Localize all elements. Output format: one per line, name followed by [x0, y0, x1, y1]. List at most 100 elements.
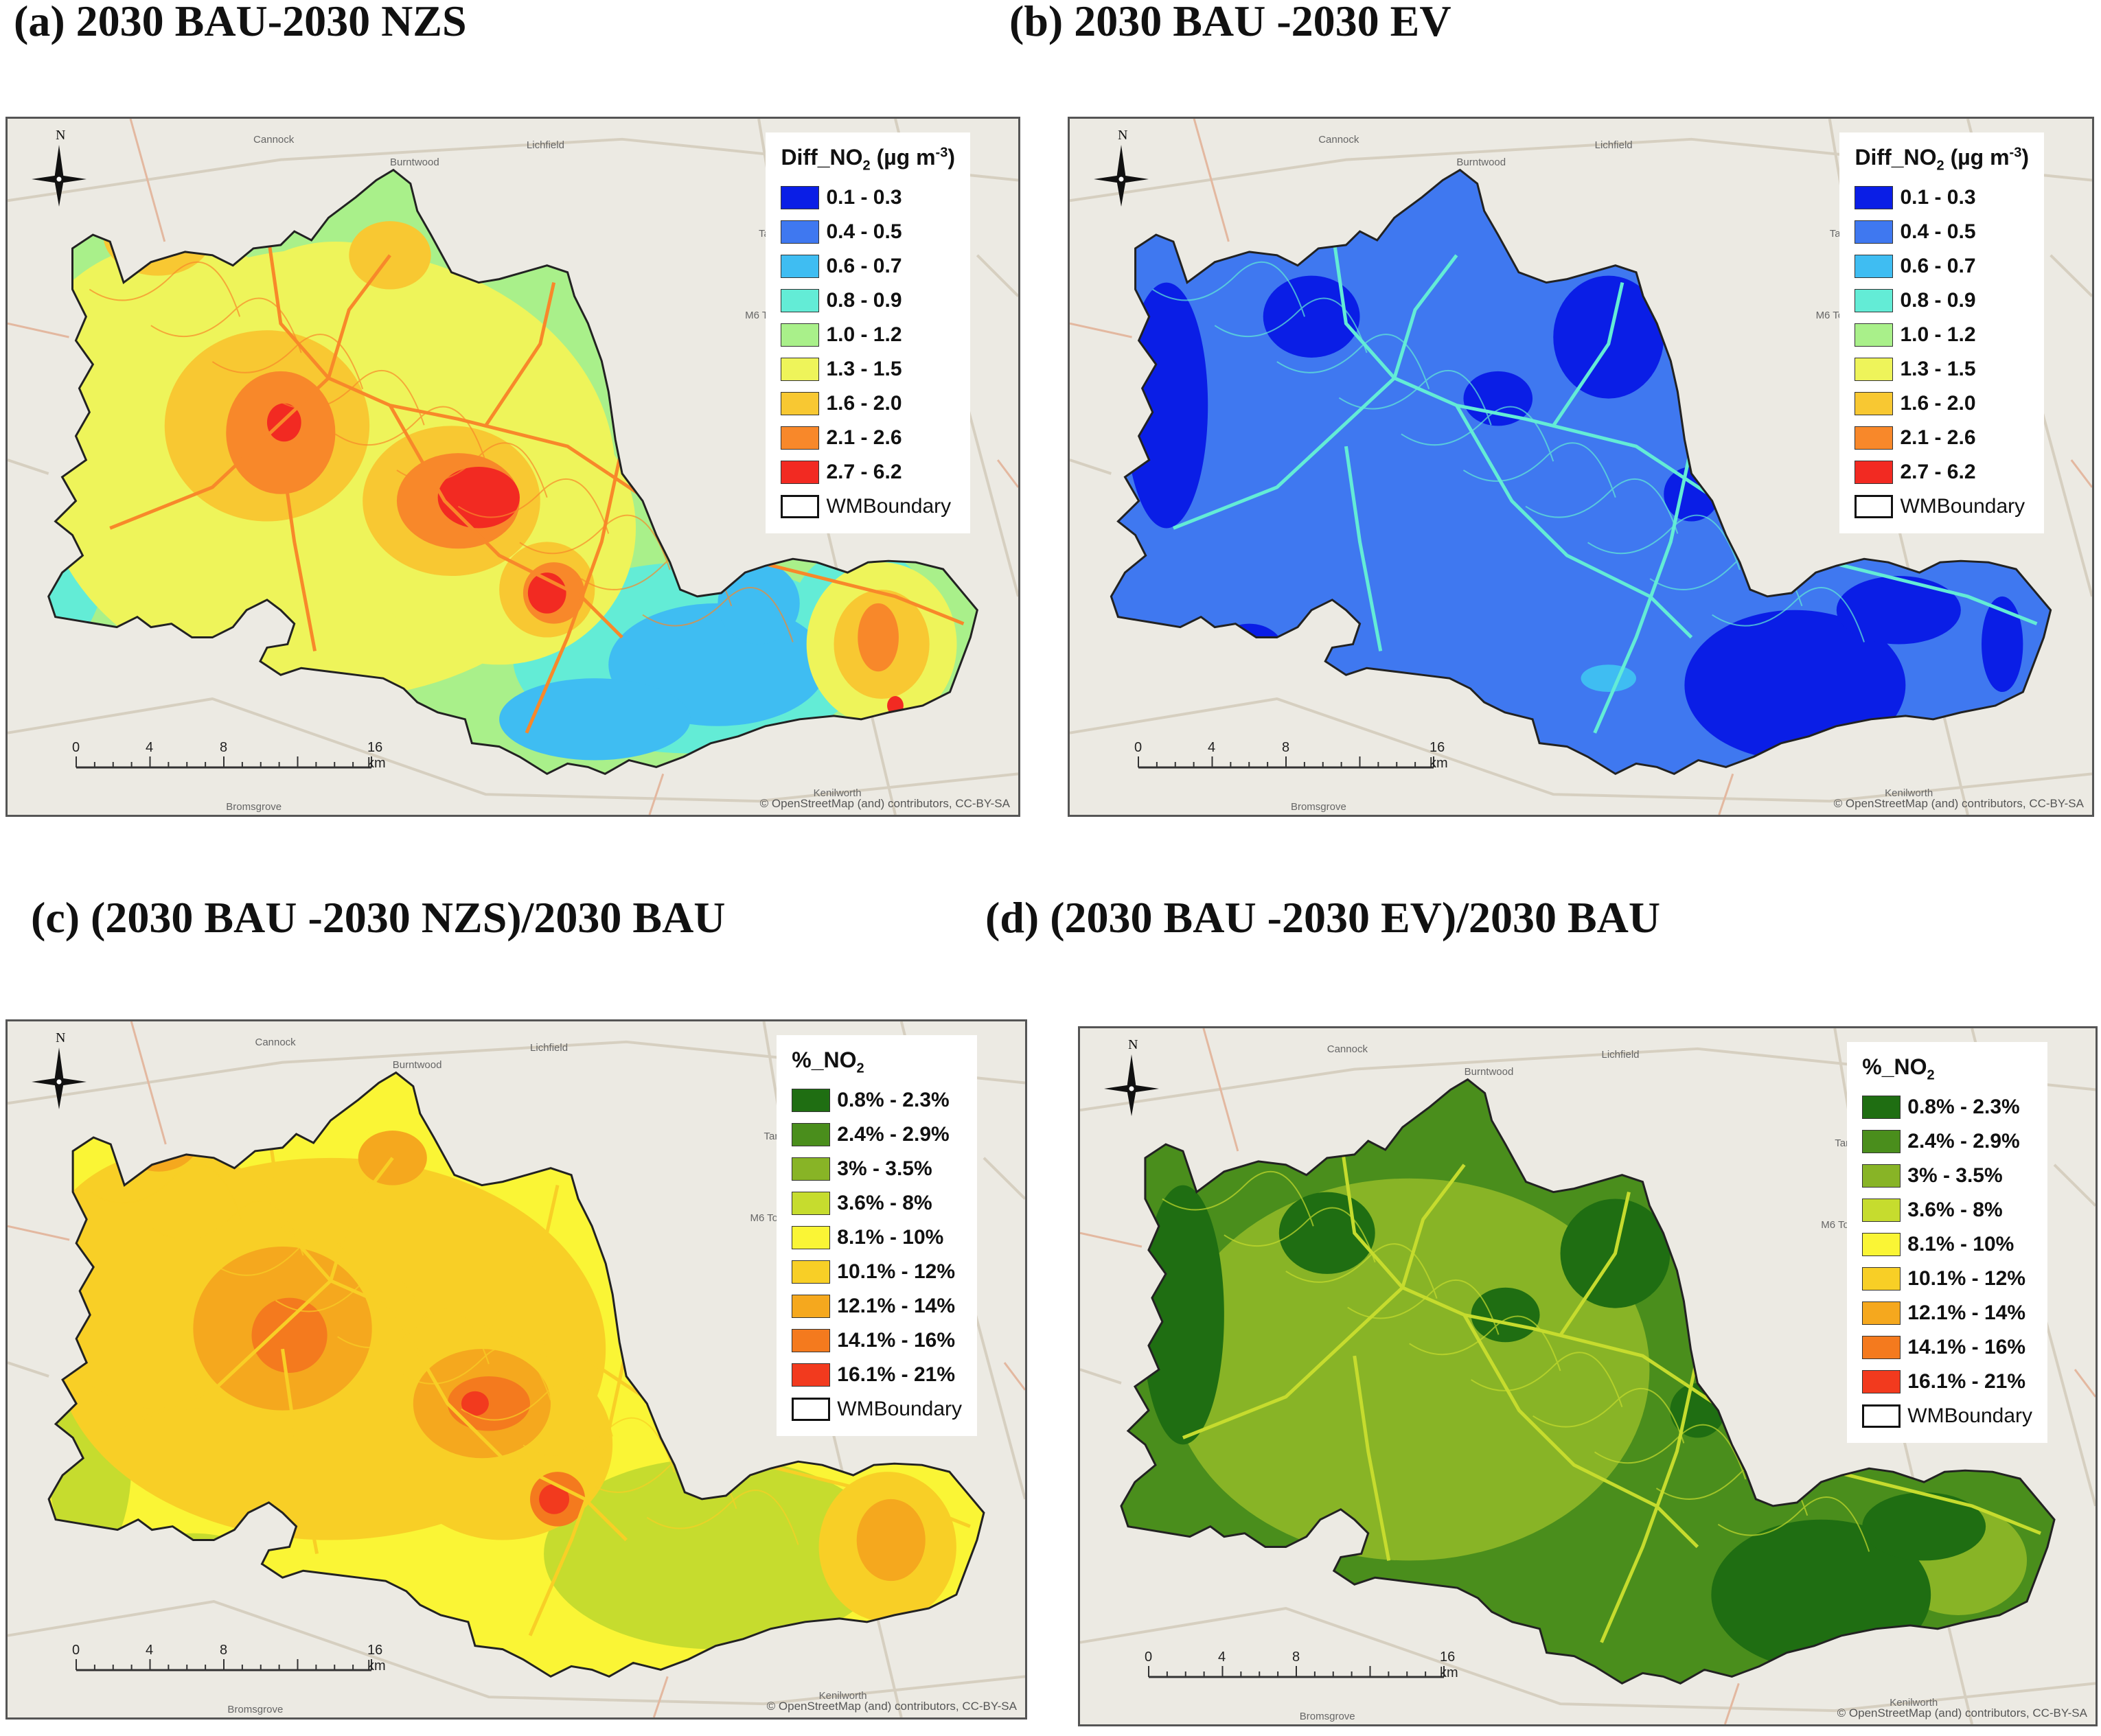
place-label-burntwood: Burntwood — [389, 156, 439, 168]
legend-swatch — [792, 1157, 831, 1181]
no2-surface — [1121, 1079, 2055, 1684]
legend-item-boundary: WMBoundary — [1855, 489, 2029, 524]
legend-swatch — [1855, 495, 1894, 519]
legend-item: 0.8% - 2.3% — [1862, 1090, 2032, 1124]
legend-item: 16.1% - 21% — [792, 1358, 962, 1392]
place-label-cannock: Cannock — [255, 1036, 296, 1048]
map-panel-d[interactable]: CannockBurntwoodLichfieldTamworthM6 Toll… — [1078, 1026, 2098, 1726]
legend-swatch — [1862, 1199, 1901, 1223]
legend-label: 1.0 - 1.2 — [1900, 323, 1976, 347]
no2-surface — [49, 1072, 984, 1677]
place-label-kenilworth: Kenilworth — [1890, 1697, 1938, 1709]
legend-label: 3% - 3.5% — [837, 1157, 932, 1181]
legend-label: 2.7 - 6.2 — [826, 461, 902, 484]
place-label-m6toll: M6 Toll — [750, 1212, 783, 1225]
road-network — [110, 1130, 971, 1636]
map-panel-c[interactable]: CannockBurntwoodLichfieldTamworthM6 Toll… — [5, 1019, 1027, 1720]
legend-item: 0.1 - 0.3 — [781, 181, 955, 215]
wm-boundary-outline — [1120, 1078, 2056, 1685]
legend-item: 2.1 - 2.6 — [1855, 421, 2029, 455]
title-panel-b: (b) 2030 BAU -2030 EV — [1009, 0, 1451, 45]
scale-bar: 0 4 8 16 km — [69, 740, 392, 781]
legend-item: 8.1% - 10% — [792, 1220, 962, 1255]
legend-label: WMBoundary — [837, 1398, 962, 1421]
legend-title: Diff_NO2 (µg m-3) — [781, 145, 955, 174]
legend-swatch — [1862, 1096, 1901, 1120]
legend-item: 1.6 - 2.0 — [781, 386, 955, 421]
legend-title: %_NO2 — [1862, 1054, 1935, 1083]
north-arrow: N — [1101, 1035, 1162, 1121]
north-arrow: N — [28, 1028, 90, 1114]
place-label-lichfield: Lichfield — [526, 139, 564, 151]
legend-label: 1.3 - 1.5 — [826, 358, 902, 381]
legend-swatch — [1855, 392, 1894, 416]
place-label-bromsgrove: Bromsgrove — [226, 801, 282, 813]
legend-swatch — [792, 1329, 831, 1353]
title-panel-a: (a) 2030 BAU-2030 NZS — [14, 0, 467, 45]
legend-swatch — [1862, 1130, 1901, 1154]
compass-icon: N — [32, 128, 87, 207]
place-label-kenilworth: Kenilworth — [1885, 787, 1933, 800]
legend-label: 8.1% - 10% — [837, 1226, 944, 1249]
legend-item: 2.4% - 2.9% — [792, 1118, 962, 1152]
legend-swatch — [792, 1260, 831, 1284]
legend-item: 0.8 - 0.9 — [781, 283, 955, 318]
legend-swatch — [781, 289, 820, 313]
map-panel-b[interactable]: CannockBurntwoodLichfieldTamworthM6 Toll… — [1068, 117, 2094, 817]
legend-item: 12.1% - 14% — [1862, 1296, 2032, 1330]
legend-swatch — [792, 1192, 831, 1216]
legend-item: 1.0 - 1.2 — [781, 318, 955, 352]
north-label: N — [56, 1030, 65, 1045]
scale-tick-label: 8 — [1282, 740, 1290, 755]
map-attribution: © OpenStreetMap (and) contributors, CC-B… — [759, 797, 1010, 810]
legend-item: 14.1% - 16% — [1862, 1330, 2032, 1365]
wm-boundary-outline — [1110, 168, 2052, 776]
place-label-kenilworth: Kenilworth — [818, 1690, 867, 1702]
legend-pct-no2: %_NO2 0.8% - 2.3% 2.4% - 2.9% 3% - 3.5% 3.6%… — [777, 1035, 977, 1437]
legend-item: 3.6% - 8% — [792, 1186, 962, 1220]
legend-swatch — [781, 323, 820, 347]
legend-label: 2.4% - 2.9% — [837, 1123, 950, 1146]
legend-swatch — [1862, 1336, 1901, 1360]
legend-item: 16.1% - 21% — [1862, 1365, 2032, 1399]
legend-label: 0.6 - 0.7 — [1900, 255, 1976, 278]
place-label-burntwood: Burntwood — [392, 1058, 442, 1071]
place-label-cannock: Cannock — [1327, 1043, 1368, 1055]
legend-label: 0.4 - 0.5 — [826, 220, 902, 244]
legend-item: 10.1% - 12% — [792, 1255, 962, 1289]
legend-swatch — [1855, 186, 1894, 210]
legend-item: 0.8% - 2.3% — [792, 1083, 962, 1118]
legend-label: 0.6 - 0.7 — [826, 255, 902, 278]
legend-item: 1.6 - 2.0 — [1855, 386, 2029, 421]
scale-tick-label: 8 — [220, 1643, 228, 1658]
map-panel-a[interactable]: CannockBurntwoodLichfieldTamworthM6 Toll… — [5, 117, 1020, 817]
legend-swatch — [781, 255, 820, 279]
legend-label: 3.6% - 8% — [1907, 1199, 2003, 1222]
scale-tick-label: 8 — [220, 740, 228, 755]
map-attribution: © OpenStreetMap (and) contributors, CC-B… — [766, 1700, 1017, 1713]
legend-label: 12.1% - 14% — [1907, 1301, 2026, 1325]
wm-boundary-outline — [47, 1071, 985, 1678]
place-label-lichfield: Lichfield — [1601, 1048, 1640, 1061]
legend-label: WMBoundary — [1907, 1404, 2032, 1428]
place-label-burntwood: Burntwood — [1464, 1065, 1514, 1078]
scale-tick-label: 16 km — [367, 1643, 386, 1674]
legend-item: 2.7 - 6.2 — [1855, 455, 2029, 489]
legend-item: 2.7 - 6.2 — [781, 455, 955, 489]
wm-boundary-outline — [47, 168, 978, 776]
legend-swatch — [792, 1089, 831, 1113]
legend-label: 1.0 - 1.2 — [826, 323, 902, 347]
title-panel-c: (c) (2030 BAU -2030 NZS)/2030 BAU — [31, 893, 726, 942]
scale-tick-label: 0 — [1134, 740, 1143, 755]
legend-item: 12.1% - 14% — [792, 1289, 962, 1323]
legend-swatch — [792, 1123, 831, 1147]
legend-item-boundary: WMBoundary — [781, 489, 955, 524]
map-attribution: © OpenStreetMap (and) contributors, CC-B… — [1837, 1706, 2087, 1720]
place-label-cannock: Cannock — [253, 133, 295, 146]
legend-swatch — [781, 461, 820, 485]
north-arrow: N — [28, 126, 90, 211]
place-label-cannock: Cannock — [1318, 133, 1359, 146]
legend-item: 1.3 - 1.5 — [781, 352, 955, 386]
legend-swatch — [1855, 220, 1894, 244]
legend-item: 0.1 - 0.3 — [1855, 181, 2029, 215]
